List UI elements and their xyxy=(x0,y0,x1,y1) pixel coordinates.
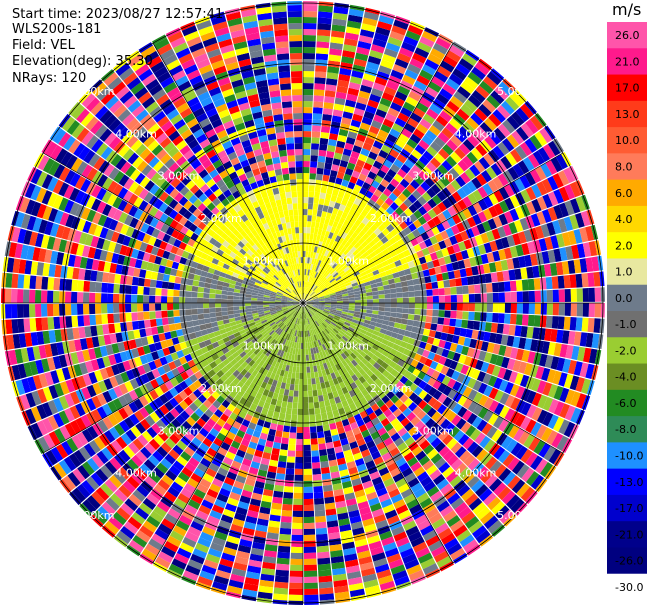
colorbar-tick-label: -4.0 xyxy=(615,371,636,384)
colorbar-tick-label: -6.0 xyxy=(615,397,636,410)
azimuth-spoke xyxy=(302,43,454,304)
range-ring-label: 4.00km xyxy=(115,127,157,140)
elevation-text: Elevation(deg): 35.30 xyxy=(12,54,153,69)
azimuth-spoke xyxy=(302,152,563,304)
colorbar-bin xyxy=(607,494,647,522)
colorbar-tick-label: 2.0 xyxy=(615,239,633,252)
colorbar-tick-label: 17.0 xyxy=(615,82,640,95)
colorbar-bin xyxy=(607,521,647,548)
velocity-colorbar: 26.0 21.0 17.0 13.0 10.0 8.0 6.0 4.0 2.0 1.0 0.0 -1… xyxy=(607,22,647,601)
colorbar-tick-label: 0.0 xyxy=(615,292,633,305)
azimuth-spoke xyxy=(152,302,304,563)
range-ring-label: 1.00km xyxy=(243,255,285,268)
colorbar-tick-label: -2.0 xyxy=(615,344,636,357)
azimuth-spoke xyxy=(302,302,563,454)
range-ring-label: 5.00km xyxy=(497,509,539,522)
colorbar-bin xyxy=(607,258,647,286)
colorbar-tick-label: -26.0 xyxy=(615,555,643,568)
range-ring-label: 5.00km xyxy=(497,85,539,98)
range-ring-label: 2.00km xyxy=(200,212,242,225)
nrays-text: NRays: 120 xyxy=(12,71,87,86)
range-ring-labels: 1.00km 1.00km 1.00km 1.00km 2.00km 2.00km 2.00… xyxy=(73,85,539,522)
colorbar-bin xyxy=(607,179,647,207)
colorbar-bin xyxy=(607,205,647,233)
range-ring-label: 2.00km xyxy=(200,382,242,395)
azimuth-spoke xyxy=(152,43,304,304)
range-ring-label: 4.00km xyxy=(115,467,157,480)
colorbar-bin xyxy=(607,416,647,443)
colorbar-bin xyxy=(607,468,647,496)
range-ring-label: 4.00km xyxy=(455,467,497,480)
velocity-gates xyxy=(1,1,605,605)
colorbar-bin xyxy=(607,153,647,181)
colorbar-tick-label: 8.0 xyxy=(615,161,633,174)
colorbar-tick-label: -21.0 xyxy=(615,528,643,541)
colorbar-tick-label: -13.0 xyxy=(615,476,643,489)
colorbar-bin xyxy=(607,363,647,391)
colorbar-tick-label: -17.0 xyxy=(615,502,643,515)
radar-ppi-plot: 1.00km 1.00km 1.00km 1.00km 2.00km 2.00km 2.00… xyxy=(1,1,605,605)
colorbar-bin xyxy=(607,389,647,417)
colorbar-tick-label: -1.0 xyxy=(615,318,636,331)
azimuth-spoke xyxy=(302,302,454,563)
colorbar-bin xyxy=(607,573,647,601)
colorbar-unit-label: m/s xyxy=(612,0,642,19)
colorbar-tick-label: 21.0 xyxy=(615,55,640,68)
range-ring-label: 2.00km xyxy=(370,212,412,225)
range-ring-label: 3.00km xyxy=(158,424,200,437)
range-ring-label: 4.00km xyxy=(455,127,497,140)
colorbar-bin xyxy=(607,22,647,49)
colorbar-tick-label: 4.0 xyxy=(615,213,633,226)
range-ring-label: 3.00km xyxy=(412,424,454,437)
colorbar-bin xyxy=(607,337,647,365)
colorbar-bin xyxy=(607,311,647,338)
range-ring-label: 5.00km xyxy=(73,85,115,98)
range-ring-label: 2.00km xyxy=(370,382,412,395)
range-ring-label: 3.00km xyxy=(158,170,200,183)
colorbar-bin xyxy=(607,100,647,128)
colorbar-tick-label: 13.0 xyxy=(615,108,640,121)
colorbar-tick-label: -30.0 xyxy=(615,581,643,594)
start-time-text: Start time: 2023/08/27 12:57:41 xyxy=(12,7,224,22)
colorbar-tick-label: -10.0 xyxy=(615,450,643,463)
colorbar-bin xyxy=(607,74,647,102)
colorbar-tick-label: 10.0 xyxy=(615,134,640,147)
range-grid xyxy=(2,2,604,604)
colorbar-bin xyxy=(607,442,647,470)
azimuth-spoke xyxy=(43,302,304,454)
range-ring-label: 1.00km xyxy=(327,339,369,352)
colorbar-tick-label: 6.0 xyxy=(615,187,633,200)
colorbar-tick-label: 26.0 xyxy=(615,29,640,42)
colorbar-bin xyxy=(607,284,647,312)
colorbar-bin xyxy=(607,232,647,259)
field-text: Field: VEL xyxy=(12,38,75,53)
colorbar-bin xyxy=(607,48,647,76)
colorbar-tick-label: 1.0 xyxy=(615,266,633,279)
range-ring-label: 1.00km xyxy=(243,339,285,352)
colorbar-bin xyxy=(607,127,647,154)
range-ring-label: 1.00km xyxy=(327,255,369,268)
azimuth-spoke xyxy=(43,152,304,304)
range-ring-label: 5.00km xyxy=(73,509,115,522)
colorbar-tick-label: -8.0 xyxy=(615,423,636,436)
range-ring-label: 3.00km xyxy=(412,170,454,183)
colorbar-bin xyxy=(607,547,647,575)
site-name-text: WLS200s-181 xyxy=(12,22,102,37)
